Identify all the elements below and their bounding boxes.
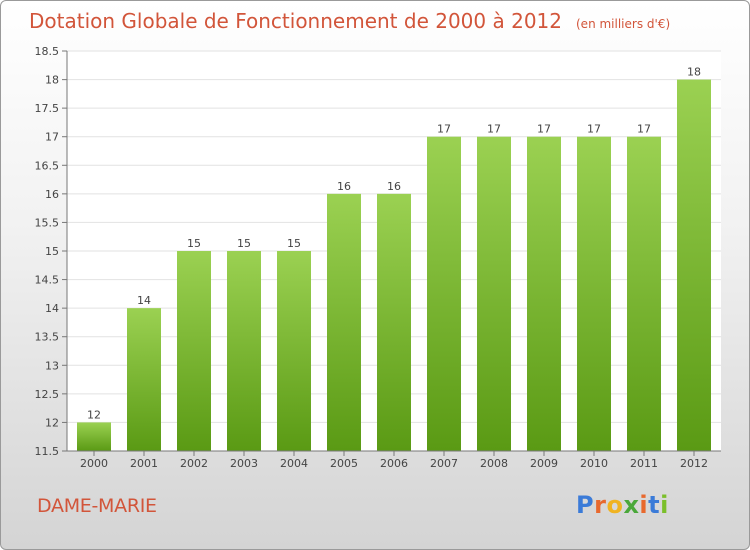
bar-value-label: 17 bbox=[537, 123, 551, 136]
bar-value-label: 17 bbox=[487, 123, 501, 136]
bar-value-label: 15 bbox=[187, 237, 201, 250]
bar-value-label: 12 bbox=[87, 408, 101, 421]
y-tick-label: 17 bbox=[45, 131, 59, 144]
x-tick-label: 2010 bbox=[580, 457, 608, 470]
bar bbox=[327, 193, 361, 451]
chart-title: Dotation Globale de Fonctionnement de 20… bbox=[29, 9, 670, 33]
y-tick-label: 11.5 bbox=[35, 445, 60, 458]
x-tick-label: 2003 bbox=[230, 457, 258, 470]
bar-value-label: 16 bbox=[387, 180, 401, 193]
logo-letter: x bbox=[623, 491, 640, 519]
x-tick-label: 2006 bbox=[380, 457, 408, 470]
x-tick-label: 2005 bbox=[330, 457, 358, 470]
bar-value-label: 17 bbox=[587, 123, 601, 136]
place-name: DAME-MARIE bbox=[37, 495, 157, 517]
bar bbox=[227, 251, 261, 451]
y-tick-label: 14.5 bbox=[35, 274, 60, 287]
bar bbox=[277, 251, 311, 451]
bar-value-label: 16 bbox=[337, 180, 351, 193]
x-tick-label: 2001 bbox=[130, 457, 158, 470]
y-tick-label: 13 bbox=[45, 359, 59, 372]
y-tick-label: 18 bbox=[45, 74, 59, 87]
x-tick-label: 2002 bbox=[180, 457, 208, 470]
chart-subtitle: (en milliers d'€) bbox=[576, 17, 671, 31]
logo-letter: r bbox=[594, 491, 607, 519]
bar bbox=[127, 308, 161, 451]
logo-letter: i bbox=[639, 491, 649, 519]
bar-value-label: 17 bbox=[637, 123, 651, 136]
y-tick-label: 13.5 bbox=[35, 331, 60, 344]
bar bbox=[377, 193, 411, 451]
x-tick-label: 2009 bbox=[530, 457, 558, 470]
y-tick-label: 16.5 bbox=[35, 159, 60, 172]
logo-letter: t bbox=[648, 491, 661, 519]
bar bbox=[77, 422, 111, 451]
x-tick-label: 2012 bbox=[680, 457, 708, 470]
chart-title-text: Dotation Globale de Fonctionnement de 20… bbox=[29, 9, 562, 33]
bar-value-label: 15 bbox=[287, 237, 301, 250]
logo-letter: o bbox=[606, 491, 624, 519]
bar-value-label: 14 bbox=[137, 294, 151, 307]
proxiti-logo: Proxiti bbox=[576, 491, 669, 519]
x-tick-label: 2007 bbox=[430, 457, 458, 470]
y-tick-label: 12 bbox=[45, 416, 59, 429]
logo-letter: i bbox=[660, 491, 669, 519]
bar-value-label: 18 bbox=[687, 66, 701, 79]
y-tick-label: 15.5 bbox=[35, 216, 60, 229]
bar bbox=[677, 79, 711, 452]
bar-value-label: 17 bbox=[437, 123, 451, 136]
bar bbox=[577, 136, 611, 451]
y-tick-label: 18.5 bbox=[35, 45, 60, 58]
x-tick-label: 2011 bbox=[630, 457, 658, 470]
x-tick-label: 2004 bbox=[280, 457, 308, 470]
logo-letter: P bbox=[576, 491, 595, 519]
x-axis: 2000 2001 2002 2003 2004 2005 2006 2007 2008 2009… bbox=[67, 450, 721, 470]
bars: 12 14 15 15 15 16 16 17 17 17 17 17 18 bbox=[77, 66, 711, 452]
y-axis: 11.5 12 12.5 13 13.5 14 14.5 15 15.5 16 16.5 17 17.5… bbox=[35, 45, 68, 458]
bar bbox=[477, 136, 511, 451]
bar bbox=[627, 136, 661, 451]
y-tick-label: 14 bbox=[45, 302, 59, 315]
bar bbox=[527, 136, 561, 451]
bar bbox=[177, 251, 211, 451]
y-tick-label: 12.5 bbox=[35, 388, 60, 401]
bar bbox=[427, 136, 461, 451]
x-tick-label: 2000 bbox=[80, 457, 108, 470]
bar-value-label: 15 bbox=[237, 237, 251, 250]
x-tick-label: 2008 bbox=[480, 457, 508, 470]
y-tick-label: 17.5 bbox=[35, 102, 60, 115]
y-tick-label: 16 bbox=[45, 188, 59, 201]
y-tick-label: 15 bbox=[45, 245, 59, 258]
